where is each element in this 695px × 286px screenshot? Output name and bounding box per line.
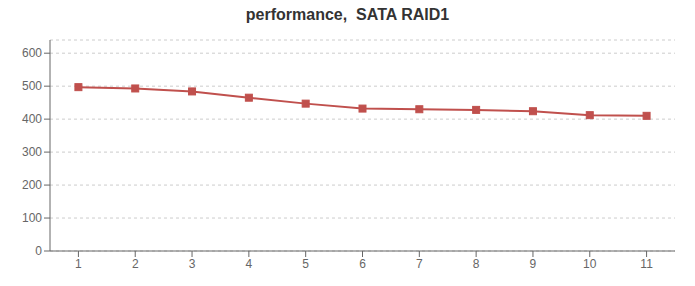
svg-text:0: 0 <box>35 244 42 258</box>
svg-text:100: 100 <box>22 211 42 225</box>
svg-text:7: 7 <box>416 257 423 271</box>
svg-text:2: 2 <box>132 257 139 271</box>
svg-text:4: 4 <box>246 257 253 271</box>
svg-text:500: 500 <box>22 79 42 93</box>
svg-text:400: 400 <box>22 112 42 126</box>
svg-text:3: 3 <box>189 257 196 271</box>
svg-text:10: 10 <box>583 257 597 271</box>
svg-text:6: 6 <box>359 257 366 271</box>
svg-text:9: 9 <box>530 257 537 271</box>
svg-text:8: 8 <box>473 257 480 271</box>
svg-text:600: 600 <box>22 46 42 60</box>
html-text:performance, SATA RAID1: performance, SATA RAID1 <box>245 6 450 23</box>
svg-text:1: 1 <box>75 257 82 271</box>
svg-text:200: 200 <box>22 178 42 192</box>
svg-text:300: 300 <box>22 145 42 159</box>
svg-text:11: 11 <box>640 257 653 271</box>
svg-text:5: 5 <box>302 257 309 271</box>
